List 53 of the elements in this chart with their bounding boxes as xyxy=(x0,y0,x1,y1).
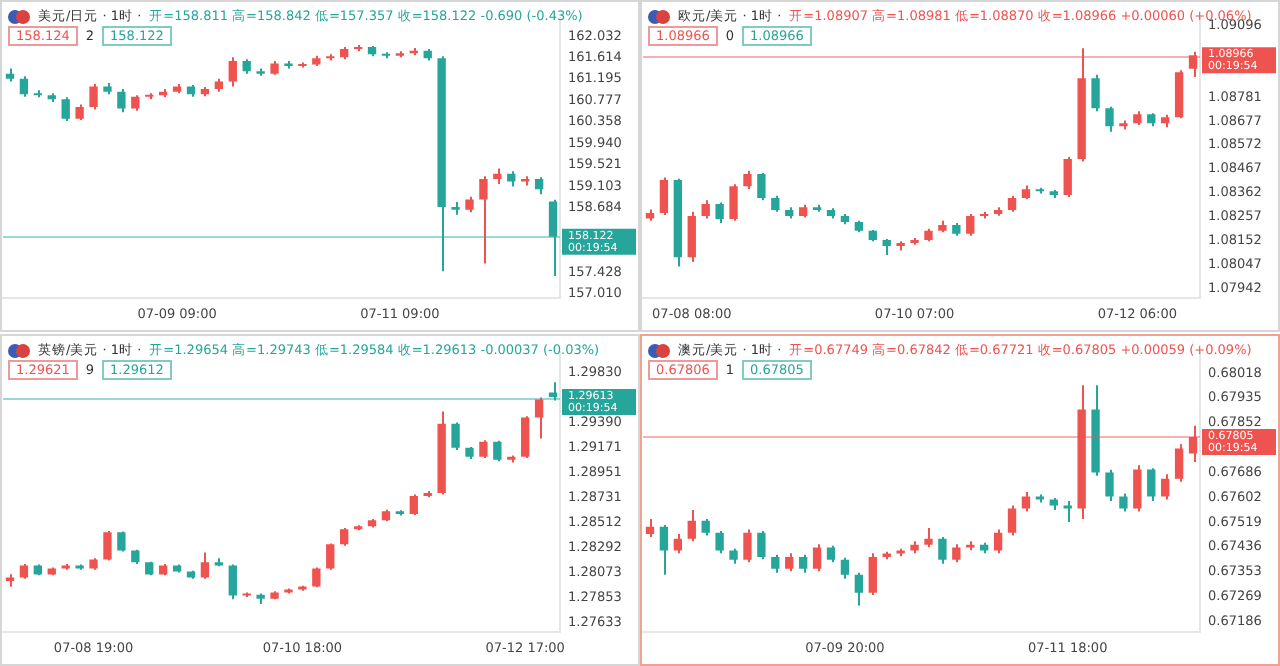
candlestick xyxy=(117,530,126,553)
candlestick xyxy=(1174,69,1184,120)
candlestick xyxy=(1063,500,1072,523)
candlestick xyxy=(993,528,1003,555)
candlestick xyxy=(812,543,822,573)
candlestick xyxy=(868,552,877,597)
candlestick xyxy=(493,439,502,463)
candlestick xyxy=(938,535,947,565)
candlestick xyxy=(1174,443,1184,483)
candlestick xyxy=(1091,73,1100,113)
candlestick xyxy=(548,381,558,402)
candlestick xyxy=(409,493,418,516)
candlestick xyxy=(1105,105,1114,133)
candlestick xyxy=(757,171,766,202)
candlestick xyxy=(1133,464,1142,513)
candlestick xyxy=(743,528,752,564)
candlestick xyxy=(1007,504,1017,537)
candlestick xyxy=(840,556,850,580)
candlestick xyxy=(228,56,237,88)
candlestick xyxy=(117,88,126,114)
candlestick xyxy=(673,532,683,555)
candlestick xyxy=(1188,50,1198,79)
candlestick xyxy=(659,523,669,576)
candlestick xyxy=(103,529,112,562)
candlestick xyxy=(1105,468,1114,503)
candlestick xyxy=(687,210,696,263)
candlestick xyxy=(715,201,724,225)
candlestick xyxy=(1147,467,1156,503)
candlestick xyxy=(924,526,933,549)
candlestick xyxy=(701,199,710,220)
candlestick xyxy=(715,529,724,555)
candlestick xyxy=(659,176,669,216)
candlestick xyxy=(548,198,558,277)
candlestick xyxy=(854,571,864,607)
candlestick xyxy=(1021,491,1031,513)
candlestick xyxy=(451,421,460,451)
candlestick xyxy=(479,175,488,265)
candlestick xyxy=(200,551,210,580)
candlestick xyxy=(729,183,738,222)
candlestick xyxy=(89,82,98,111)
candlestick xyxy=(534,396,544,440)
candlestick xyxy=(743,169,752,190)
candlestick xyxy=(326,542,335,571)
candlestick xyxy=(1161,473,1170,501)
candlestick xyxy=(687,509,696,543)
candlestick xyxy=(228,563,237,601)
candlestick xyxy=(1188,424,1198,463)
candlestick xyxy=(521,415,530,459)
candlestick xyxy=(61,96,70,122)
candlestick xyxy=(966,212,975,237)
candlestick xyxy=(757,529,766,561)
candlestick xyxy=(19,75,29,98)
candlestick xyxy=(1063,155,1072,198)
